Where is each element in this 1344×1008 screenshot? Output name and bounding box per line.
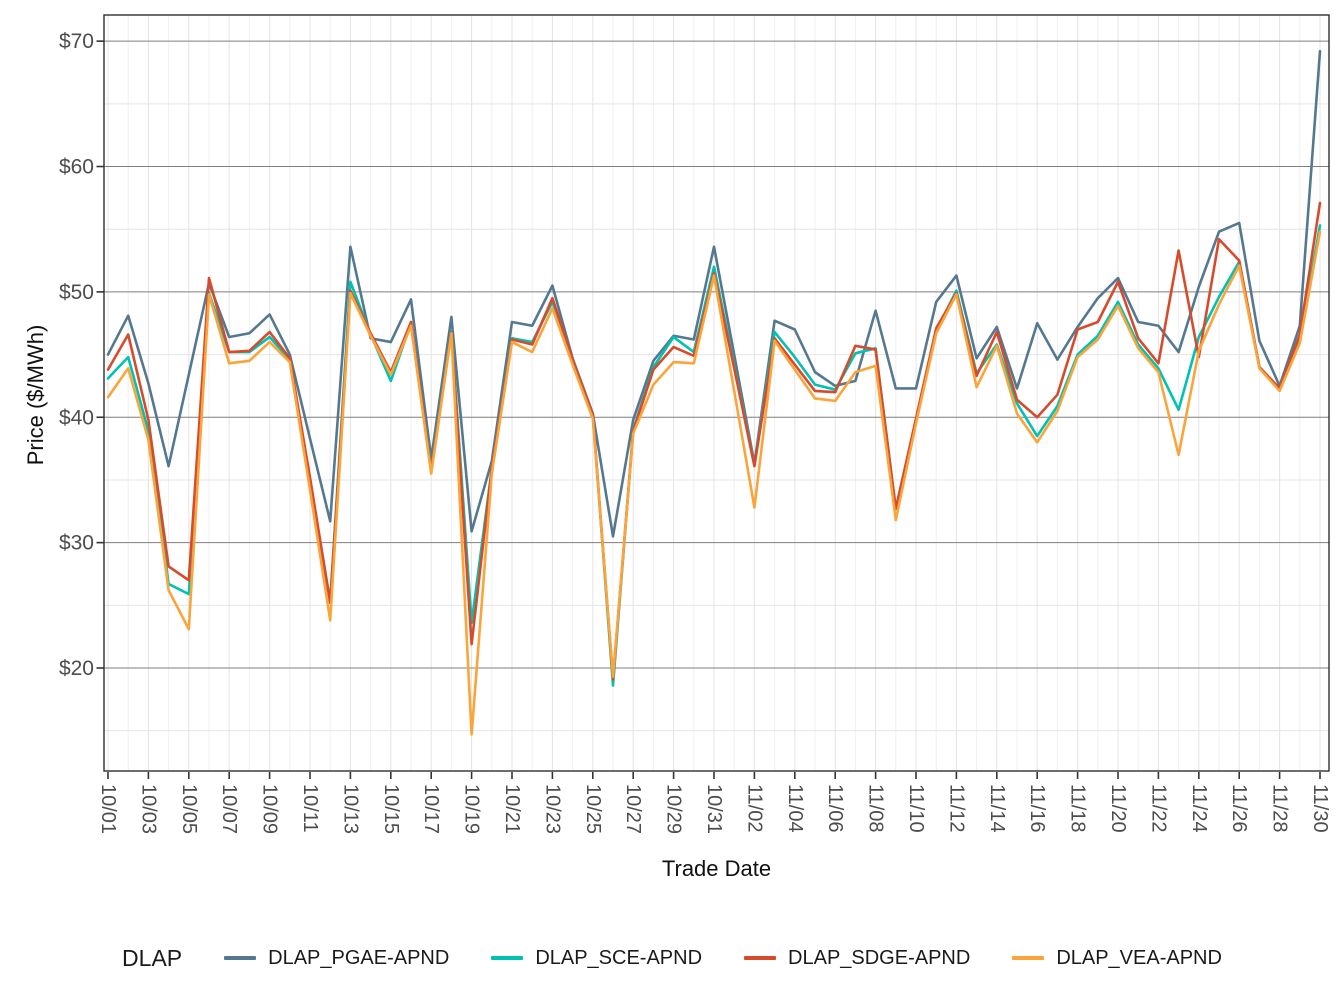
legend-entry-label: DLAP_SCE-APND [535, 946, 703, 969]
x-tick-label: 11/12 [945, 784, 967, 833]
panel-border [103, 14, 1330, 772]
y-tick-label: $40 [59, 406, 94, 429]
x-tick-label: 11/16 [1026, 784, 1048, 833]
x-tick-label: 10/11 [299, 784, 321, 833]
y-tick-label: $60 [59, 156, 94, 179]
x-tick-label: 10/21 [501, 784, 523, 834]
y-tick-label: $20 [59, 657, 94, 680]
legend-entry-label: DLAP_PGAE-APND [268, 946, 450, 969]
legend: DLAP DLAP_PGAE-APND DLAP_SCE-APND DLAP_S… [0, 930, 1344, 986]
x-tick-label: 10/29 [663, 784, 685, 834]
x-tick-label: 10/23 [541, 784, 563, 834]
x-tick-label: 11/06 [824, 784, 846, 833]
x-tick-label: 11/24 [1188, 784, 1210, 833]
x-tick-label: 11/26 [1228, 784, 1250, 833]
legend-title: DLAP [122, 944, 183, 971]
x-tick-label: 11/08 [865, 784, 887, 833]
y-tick-label: $50 [59, 281, 94, 304]
x-tick-label: 11/14 [986, 784, 1008, 833]
sdge-line-swatch-icon [744, 956, 777, 960]
x-tick-label: 10/15 [380, 784, 402, 834]
y-tick-label: $70 [59, 30, 94, 53]
legend-entry-sdge: DLAP_SDGE-APND [744, 947, 970, 970]
x-tick-label: 10/01 [97, 784, 119, 834]
x-tick-label: 10/31 [703, 784, 725, 834]
y-tick-label: $30 [59, 532, 94, 555]
legend-entry-pgae: DLAP_PGAE-APND [224, 947, 449, 970]
legend-entry-label: DLAP_SDGE-APND [788, 946, 971, 969]
x-tick-label: 10/27 [622, 784, 644, 834]
x-tick-label: 10/07 [218, 784, 240, 834]
x-tick-label: 11/02 [743, 784, 765, 833]
legend-entry-label: DLAP_VEA-APND [1056, 946, 1222, 969]
x-tick-label: 11/28 [1269, 784, 1291, 833]
series-line-DLAP_SDGE-APND [106, 201, 1322, 681]
x-tick-label: 10/05 [178, 784, 200, 834]
vea-line-swatch-icon [1012, 956, 1045, 960]
x-tick-label: 10/25 [582, 784, 604, 834]
x-tick-label: 11/30 [1309, 784, 1331, 833]
x-tick-label: 10/03 [137, 784, 159, 834]
x-tick-label: 10/17 [420, 784, 442, 834]
legend-entry-vea: DLAP_VEA-APND [1012, 947, 1222, 970]
x-tick-label: 10/19 [461, 784, 483, 834]
x-tick-label: 11/04 [784, 784, 806, 833]
x-tick-label: 10/09 [259, 784, 281, 834]
x-tick-label: 10/13 [339, 784, 361, 834]
y-axis-title: Price ($/MWh) [23, 324, 48, 466]
x-tick-label: 11/22 [1147, 784, 1169, 833]
x-tick-label: 11/18 [1067, 784, 1089, 833]
series-line-DLAP_VEA-APND [106, 230, 1322, 736]
x-tick-label: 11/20 [1107, 784, 1129, 833]
legend-entry-sce: DLAP_SCE-APND [491, 947, 702, 970]
x-tick-label: 11/10 [905, 784, 927, 833]
pgae-line-swatch-icon [224, 956, 257, 960]
x-axis-title: Trade Date [661, 856, 772, 881]
series-line-DLAP_PGAE-APND [106, 49, 1322, 538]
sce-line-swatch-icon [491, 956, 524, 960]
